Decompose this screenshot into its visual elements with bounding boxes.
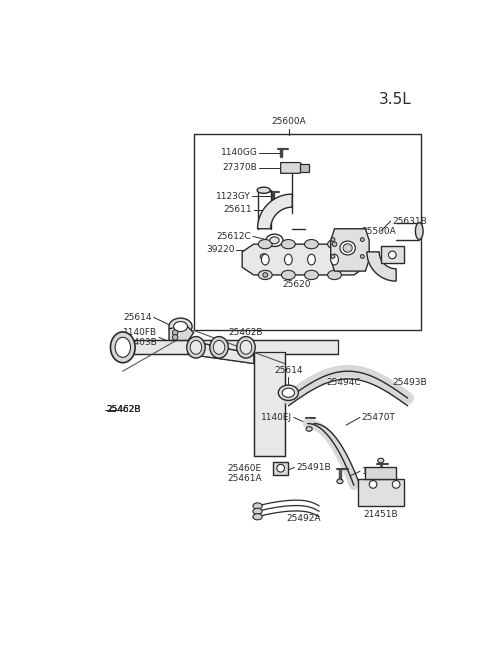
Ellipse shape — [328, 271, 341, 280]
Ellipse shape — [253, 514, 262, 520]
Ellipse shape — [281, 240, 295, 249]
Ellipse shape — [337, 479, 343, 483]
Ellipse shape — [304, 240, 318, 249]
Text: 25500A: 25500A — [361, 227, 396, 236]
Text: 25491B: 25491B — [296, 463, 331, 472]
Text: 25494C: 25494C — [327, 378, 361, 387]
Text: 25600A: 25600A — [272, 117, 307, 126]
Polygon shape — [188, 341, 254, 364]
Ellipse shape — [210, 337, 228, 358]
Text: 25470T: 25470T — [361, 413, 396, 422]
Ellipse shape — [332, 242, 337, 246]
Polygon shape — [365, 468, 396, 479]
Text: 1123GY: 1123GY — [216, 192, 251, 201]
Polygon shape — [242, 244, 365, 275]
Text: 25462B: 25462B — [106, 405, 140, 414]
Text: 27370B: 27370B — [223, 163, 258, 172]
Text: 1140FZ: 1140FZ — [361, 467, 396, 476]
Ellipse shape — [263, 272, 267, 277]
Ellipse shape — [258, 240, 272, 249]
Ellipse shape — [343, 244, 352, 252]
Polygon shape — [367, 252, 396, 281]
Ellipse shape — [328, 240, 341, 249]
Ellipse shape — [258, 271, 272, 280]
Polygon shape — [281, 162, 303, 174]
Ellipse shape — [253, 503, 262, 509]
Text: 11403B: 11403B — [123, 338, 157, 347]
Ellipse shape — [266, 234, 283, 246]
Text: 25631B: 25631B — [392, 217, 427, 225]
Text: 25462B: 25462B — [229, 328, 263, 337]
Ellipse shape — [262, 254, 269, 265]
Ellipse shape — [213, 341, 225, 354]
Ellipse shape — [360, 238, 364, 242]
Ellipse shape — [115, 337, 131, 358]
Ellipse shape — [360, 255, 364, 258]
Ellipse shape — [260, 253, 267, 259]
Polygon shape — [300, 164, 309, 172]
Text: 25611: 25611 — [224, 205, 252, 214]
Ellipse shape — [172, 335, 178, 340]
Text: 3.5L: 3.5L — [379, 92, 411, 107]
Ellipse shape — [237, 337, 255, 358]
Ellipse shape — [331, 254, 338, 265]
Polygon shape — [254, 352, 285, 456]
Ellipse shape — [270, 237, 279, 244]
Ellipse shape — [306, 426, 312, 431]
Ellipse shape — [331, 238, 335, 242]
Text: 25460E: 25460E — [228, 464, 262, 473]
Text: 25461A: 25461A — [227, 474, 262, 483]
Text: 1140FB: 1140FB — [123, 328, 157, 337]
Polygon shape — [331, 229, 369, 271]
Text: 21451B: 21451B — [363, 510, 398, 519]
Ellipse shape — [369, 481, 377, 488]
Text: 1140GG: 1140GG — [221, 148, 258, 157]
Polygon shape — [123, 341, 338, 354]
Polygon shape — [169, 325, 193, 341]
Ellipse shape — [174, 322, 188, 331]
Ellipse shape — [110, 332, 135, 363]
Text: 25492A: 25492A — [287, 514, 321, 523]
Ellipse shape — [187, 337, 205, 358]
Ellipse shape — [388, 251, 396, 259]
Bar — [193, 134, 421, 330]
Text: 25612C: 25612C — [216, 232, 252, 241]
Ellipse shape — [277, 464, 285, 472]
Text: 25614: 25614 — [274, 366, 302, 375]
Polygon shape — [358, 479, 404, 506]
Ellipse shape — [190, 341, 202, 354]
Ellipse shape — [415, 223, 423, 240]
Ellipse shape — [304, 271, 318, 280]
Ellipse shape — [378, 458, 384, 463]
Ellipse shape — [308, 254, 315, 265]
Ellipse shape — [253, 508, 262, 514]
Text: 25614: 25614 — [123, 313, 152, 322]
Text: 25462B: 25462B — [106, 405, 140, 414]
Ellipse shape — [281, 271, 295, 280]
Polygon shape — [258, 194, 292, 229]
Polygon shape — [381, 246, 404, 263]
Text: 25462B: 25462B — [106, 405, 140, 414]
Polygon shape — [273, 462, 288, 475]
Ellipse shape — [172, 330, 178, 335]
Ellipse shape — [392, 481, 400, 488]
Text: 25493B: 25493B — [392, 378, 427, 387]
Ellipse shape — [282, 388, 295, 398]
Text: 25620: 25620 — [283, 280, 311, 290]
Ellipse shape — [169, 318, 192, 335]
Ellipse shape — [285, 254, 292, 265]
Ellipse shape — [331, 255, 335, 258]
Ellipse shape — [278, 385, 299, 400]
Text: 39220: 39220 — [206, 245, 234, 254]
Text: 1140EJ: 1140EJ — [261, 413, 292, 422]
Ellipse shape — [340, 241, 355, 255]
Ellipse shape — [257, 187, 270, 193]
Ellipse shape — [240, 341, 252, 354]
